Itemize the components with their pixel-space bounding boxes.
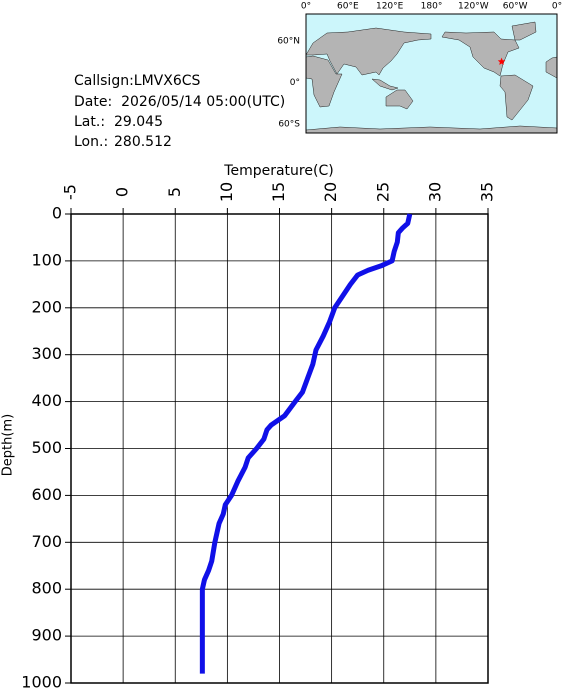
temp-tick-label: 5 [165, 187, 184, 197]
map-lat-label: 0° [290, 78, 300, 88]
map-lon-label: 60°W [503, 2, 528, 12]
depth-label: Depth(m) [1, 414, 16, 476]
depth-tick-label: 0 [52, 204, 62, 223]
depth-tick-label: 100 [31, 250, 62, 269]
depth-tick-label: 300 [31, 344, 62, 363]
map-lat-label: 60°S [278, 120, 300, 130]
date: Date: 2026/05/14 05:00(UTC) [74, 94, 285, 110]
map-lon-label: 60°E [337, 2, 359, 12]
land [385, 89, 414, 110]
temp-tick-label: 25 [373, 182, 392, 202]
depth-tick-label: 400 [31, 391, 62, 410]
temp-tick-label: 35 [478, 182, 497, 202]
map-frame [305, 13, 558, 134]
map-lon-label: 180° [421, 2, 443, 12]
callsign: Callsign:LMVX6CS [74, 73, 201, 89]
map-lat-label: 60°N [277, 37, 300, 47]
lat: 29.045 [114, 114, 163, 130]
land [511, 21, 537, 41]
map-lon-label: 0° [552, 2, 562, 12]
depth-tick-label: 700 [31, 532, 62, 551]
station-marker [497, 57, 506, 65]
lat-label: Lat.: [74, 114, 105, 130]
depth-tick-label: 200 [31, 297, 62, 316]
temp-tick-label: 10 [217, 182, 236, 202]
map-lon-label: 120°W [458, 2, 489, 12]
temp-tick-label: 20 [321, 182, 340, 202]
profile-line [199, 213, 413, 674]
depth-tick-label: 600 [31, 485, 62, 504]
lon: 280.512 [114, 134, 172, 150]
map-lon-label: 0° [301, 2, 311, 12]
temp-tick-label: 15 [269, 182, 288, 202]
temp-tick-label: -5 [61, 184, 80, 200]
land [499, 74, 534, 121]
land [305, 55, 343, 108]
info: Callsign:LMVX6CS Date: 2026/05/14 05:00(… [74, 73, 285, 150]
temp-tick-label: 0 [113, 187, 132, 197]
axis-title: Temperature(C) [223, 163, 333, 179]
land [441, 31, 520, 77]
map-lon-label: 120°E [376, 2, 404, 12]
lon-label: Lon.: [74, 134, 108, 150]
land [305, 125, 558, 134]
depth-tick-label: 900 [31, 626, 62, 645]
map [305, 13, 558, 134]
land [545, 56, 558, 79]
depth-tick-label: 1000 [21, 673, 62, 690]
land [371, 78, 399, 91]
depth-tick-label: 800 [31, 579, 62, 598]
temp-tick-label: 30 [425, 182, 444, 202]
depth-tick-label: 500 [31, 438, 62, 457]
land [305, 27, 432, 76]
